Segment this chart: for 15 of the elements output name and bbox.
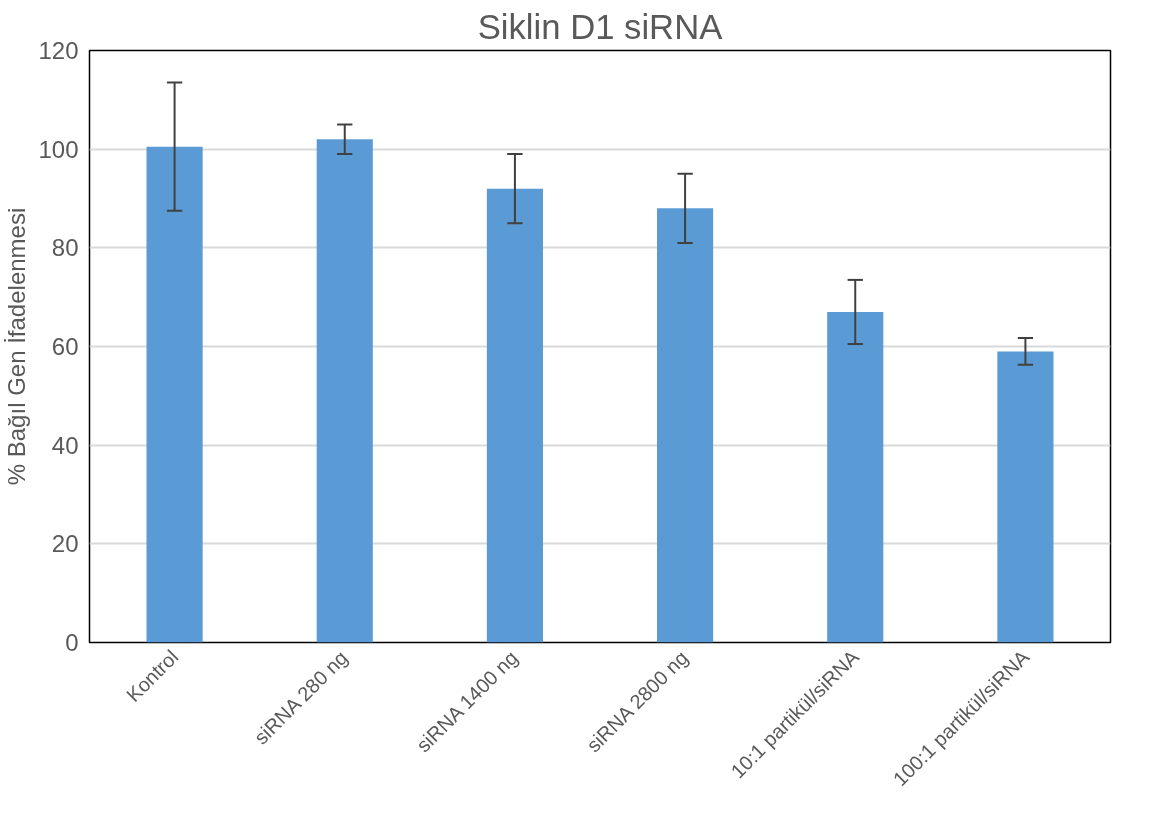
y-tick-label: 100 [38, 135, 79, 163]
bar [827, 311, 884, 643]
bar [657, 208, 714, 643]
y-axis-title: % Bağıl Gen İfadelenmesi [3, 207, 31, 486]
chart-title: Siklin D1 siRNA [477, 7, 724, 46]
bar [316, 139, 373, 643]
y-tick-label: 40 [51, 431, 79, 459]
y-tick-label: 120 [38, 37, 79, 64]
y-tick-label: 80 [51, 234, 79, 262]
bar [997, 351, 1054, 643]
bar [486, 188, 543, 643]
y-tick-label: 0 [65, 629, 79, 656]
bar [146, 146, 203, 643]
y-tick-label: 60 [51, 333, 79, 360]
y-tick-label: 20 [51, 530, 79, 558]
